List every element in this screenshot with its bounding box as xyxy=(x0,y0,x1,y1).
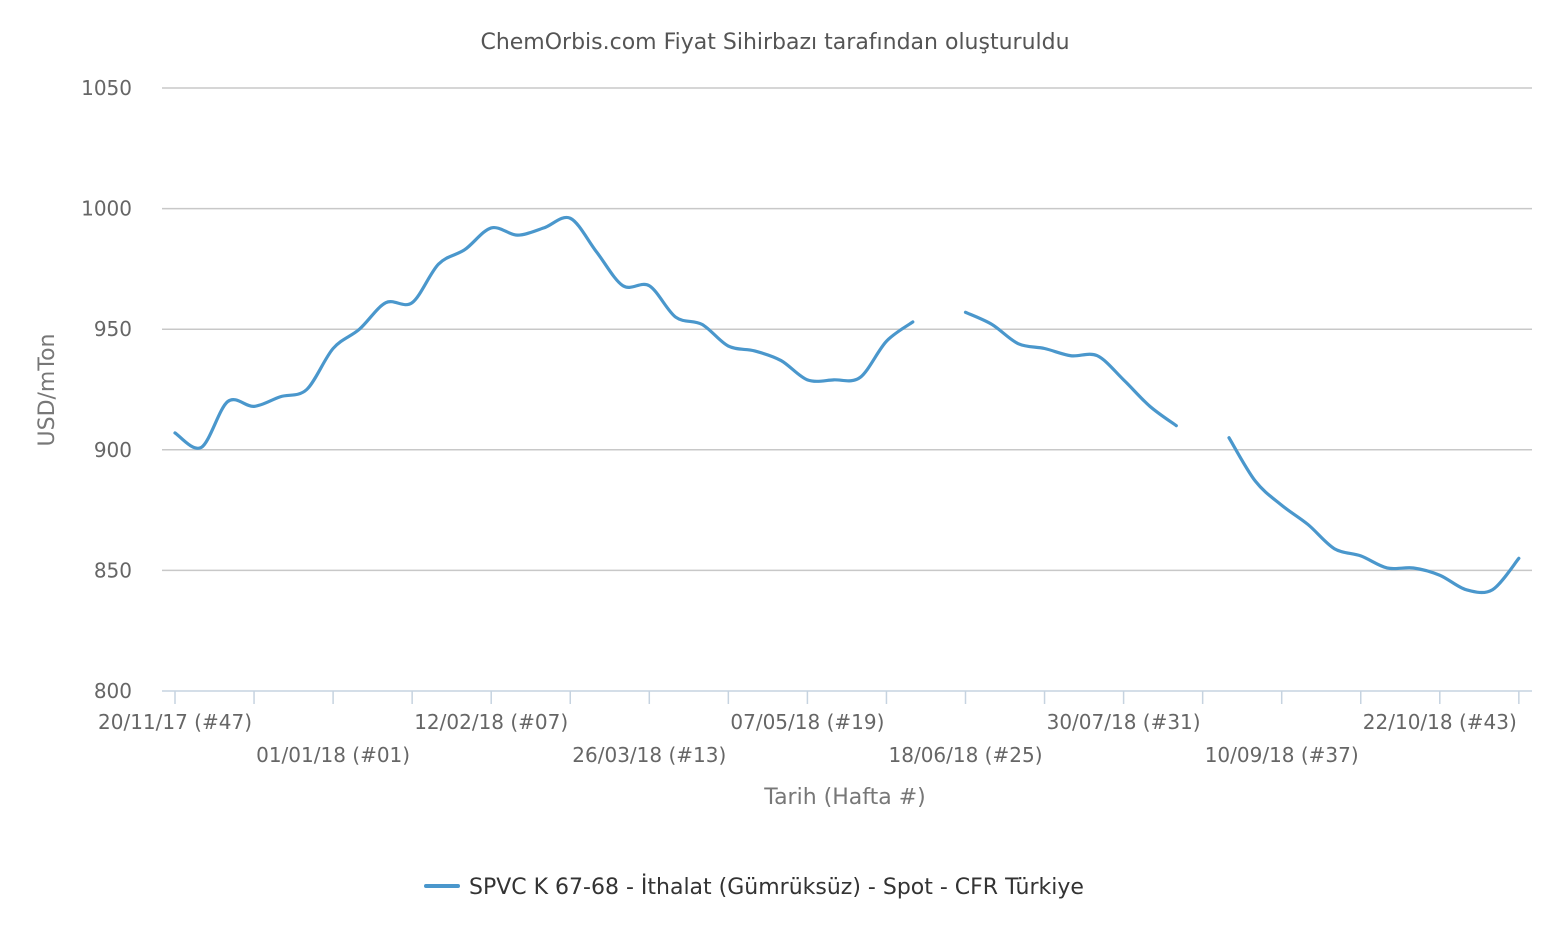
x-tick-label: 20/11/17 (#47) xyxy=(98,710,252,734)
series-line xyxy=(1227,436,1521,595)
x-tick-label: 10/09/18 (#37) xyxy=(1205,743,1359,767)
chart-title: ChemOrbis.com Fiyat Sihirbazı tarafından… xyxy=(480,30,1069,55)
y-tick-label: 900 xyxy=(94,438,132,462)
y-axis-label: USD/mTon xyxy=(35,334,60,447)
y-axis-ticks: 800 850 900 950 1000 1050 xyxy=(81,76,132,703)
y-tick-label: 1050 xyxy=(81,76,132,100)
y-tick-label: 850 xyxy=(94,558,132,582)
x-axis-ticks: 20/11/17 (#47)01/01/18 (#01)12/02/18 (#0… xyxy=(98,710,1517,767)
x-tick-label: 26/03/18 (#13) xyxy=(572,743,726,767)
legend[interactable]: SPVC K 67-68 - İthalat (Gümrüksüz) - Spo… xyxy=(424,874,1084,900)
y-tick-label: 800 xyxy=(94,679,132,703)
series-layer xyxy=(173,215,1521,595)
series-line xyxy=(173,215,915,450)
gridlines xyxy=(162,87,1532,572)
y-tick-label: 1000 xyxy=(81,197,132,221)
x-tick-label: 07/05/18 (#19) xyxy=(730,710,884,734)
x-tick-label: 18/06/18 (#25) xyxy=(889,743,1043,767)
x-tick-label: 22/10/18 (#43) xyxy=(1363,710,1517,734)
x-tick-label: 01/01/18 (#01) xyxy=(256,743,410,767)
series-line xyxy=(963,310,1178,428)
x-axis-label: Tarih (Hafta #) xyxy=(763,785,925,810)
y-tick-label: 950 xyxy=(94,317,132,341)
x-tick-label: 12/02/18 (#07) xyxy=(414,710,568,734)
legend-label: SPVC K 67-68 - İthalat (Gümrüksüz) - Spo… xyxy=(469,874,1084,900)
x-axis xyxy=(162,690,1532,704)
x-tick-label: 30/07/18 (#31) xyxy=(1047,710,1201,734)
